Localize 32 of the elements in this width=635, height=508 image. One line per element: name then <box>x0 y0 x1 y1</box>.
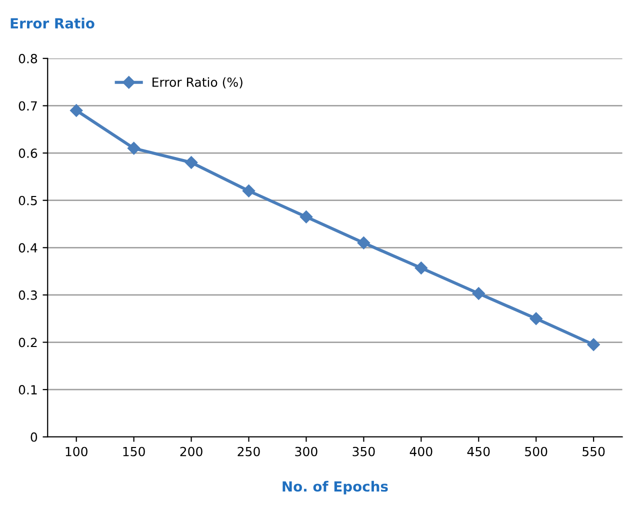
x-tick-label: 200 <box>180 446 202 456</box>
x-tick-label: 150 <box>123 446 145 456</box>
y-tick-label: 0.1 <box>18 385 37 394</box>
x-tick-label: 100 <box>66 446 88 456</box>
legend-label: Error Ratio (%) <box>152 77 242 88</box>
x-tick-label: 550 <box>582 446 605 456</box>
x-tick-label: 350 <box>352 446 375 456</box>
point <box>530 312 543 326</box>
x-tick-label: 500 <box>525 446 548 456</box>
y-tick-label: 0.2 <box>18 338 37 348</box>
y-tick-label: 0.4 <box>18 243 38 253</box>
point <box>587 338 600 352</box>
point <box>242 184 256 198</box>
x-tick-label: 400 <box>410 446 432 456</box>
x-tick-label: 250 <box>238 446 260 456</box>
x-tick-label: 300 <box>295 446 318 456</box>
point <box>472 287 486 300</box>
x-tick-label: 450 <box>467 446 490 456</box>
y-tick-label: 0.5 <box>18 196 37 206</box>
point <box>414 262 428 274</box>
point <box>300 210 313 224</box>
y-tick-label: 0 <box>30 432 38 442</box>
y-tick-label: 0.6 <box>18 148 38 158</box>
point <box>357 236 370 250</box>
x-axis-title: No. of Epochs <box>282 480 388 494</box>
point <box>127 142 140 155</box>
point <box>184 156 198 169</box>
y-tick-label: 0.3 <box>18 290 37 300</box>
point <box>70 104 83 117</box>
y-tick-label: 0.8 <box>18 54 38 64</box>
y-axis-title: Error Ratio <box>10 18 94 29</box>
y-tick-label: 0.7 <box>18 101 37 111</box>
